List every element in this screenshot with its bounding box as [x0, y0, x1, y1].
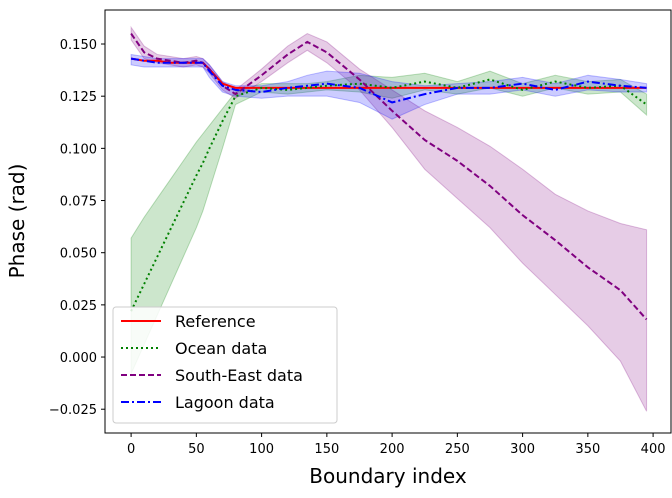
series-line	[130, 57, 647, 104]
legend-box	[112, 306, 338, 424]
x-tick-label: 150	[314, 442, 339, 457]
y-tick-label: −0.025	[49, 403, 97, 418]
confidence-band	[130, 70, 648, 374]
y-tick-label: 0.050	[60, 247, 97, 262]
y-tick-label: 0.000	[60, 351, 97, 366]
y-tick-label: 0.125	[60, 90, 97, 105]
series-line	[130, 78, 648, 312]
x-tick-label: 200	[380, 442, 405, 457]
y-tick-label: 0.075	[60, 195, 97, 210]
plot-area	[130, 25, 648, 412]
y-axis-label: Phase (rad)	[5, 164, 29, 279]
x-tick-label: 300	[510, 442, 535, 457]
axes-frame	[104, 9, 672, 434]
legend-label: Reference	[175, 312, 256, 331]
y-tick-label: 0.025	[60, 299, 97, 314]
x-tick-label: 50	[188, 442, 205, 457]
x-tick-label: 400	[641, 442, 666, 457]
x-tick-label: 0	[127, 442, 135, 457]
x-tick-label: 250	[445, 442, 470, 457]
legend-label: South-East data	[175, 366, 303, 385]
x-tick-label: 350	[575, 442, 600, 457]
confidence-band	[130, 53, 648, 120]
legend-label: Ocean data	[175, 339, 267, 358]
y-tick-label: 0.150	[60, 38, 97, 53]
legend-label: Lagoon data	[175, 393, 275, 412]
confidence-band	[130, 25, 648, 412]
x-tick-label: 100	[249, 442, 274, 457]
y-tick-label: 0.100	[60, 142, 97, 157]
x-axis-label: Boundary index	[309, 464, 467, 488]
